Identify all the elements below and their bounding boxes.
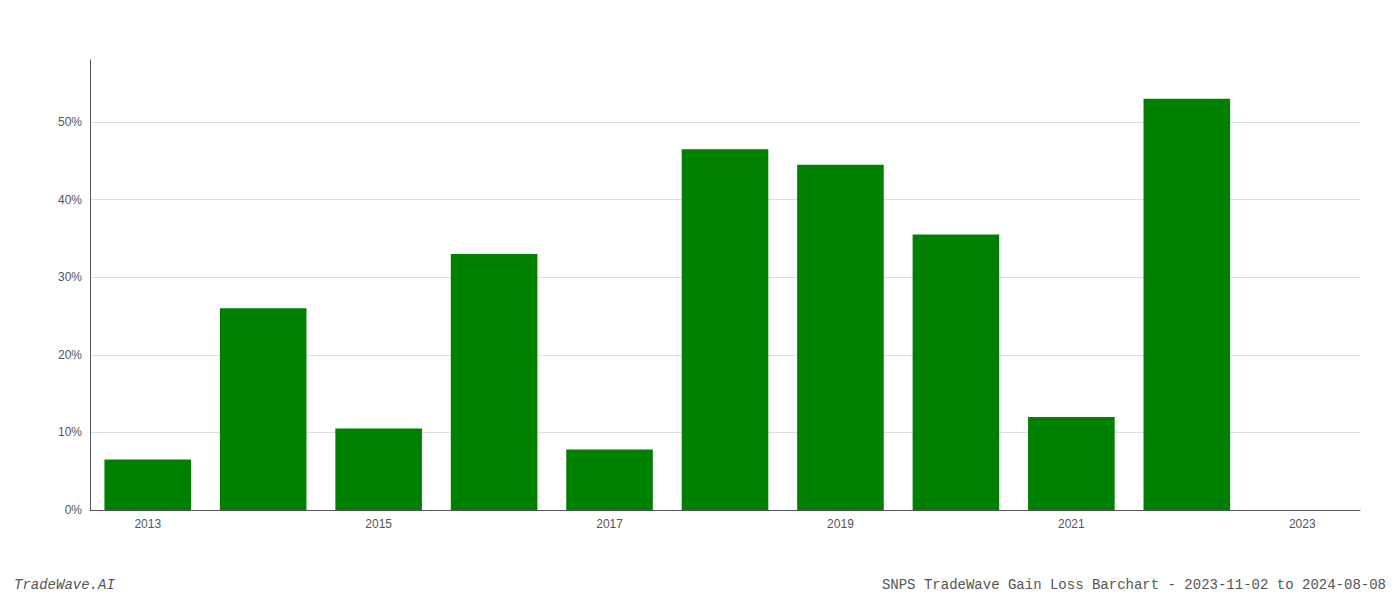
svg-text:TradeWave.AI: TradeWave.AI <box>14 577 115 593</box>
svg-text:10%: 10% <box>58 425 82 439</box>
svg-text:2019: 2019 <box>827 517 854 531</box>
svg-text:2013: 2013 <box>134 517 161 531</box>
svg-text:30%: 30% <box>58 270 82 284</box>
svg-text:SNPS TradeWave Gain Loss Barch: SNPS TradeWave Gain Loss Barchart - 2023… <box>882 577 1386 593</box>
svg-text:2023: 2023 <box>1289 517 1316 531</box>
svg-text:0%: 0% <box>65 503 83 517</box>
svg-text:2021: 2021 <box>1058 517 1085 531</box>
svg-text:50%: 50% <box>58 115 82 129</box>
svg-text:20%: 20% <box>58 348 82 362</box>
svg-text:40%: 40% <box>58 193 82 207</box>
svg-text:2017: 2017 <box>596 517 623 531</box>
svg-text:2015: 2015 <box>365 517 392 531</box>
